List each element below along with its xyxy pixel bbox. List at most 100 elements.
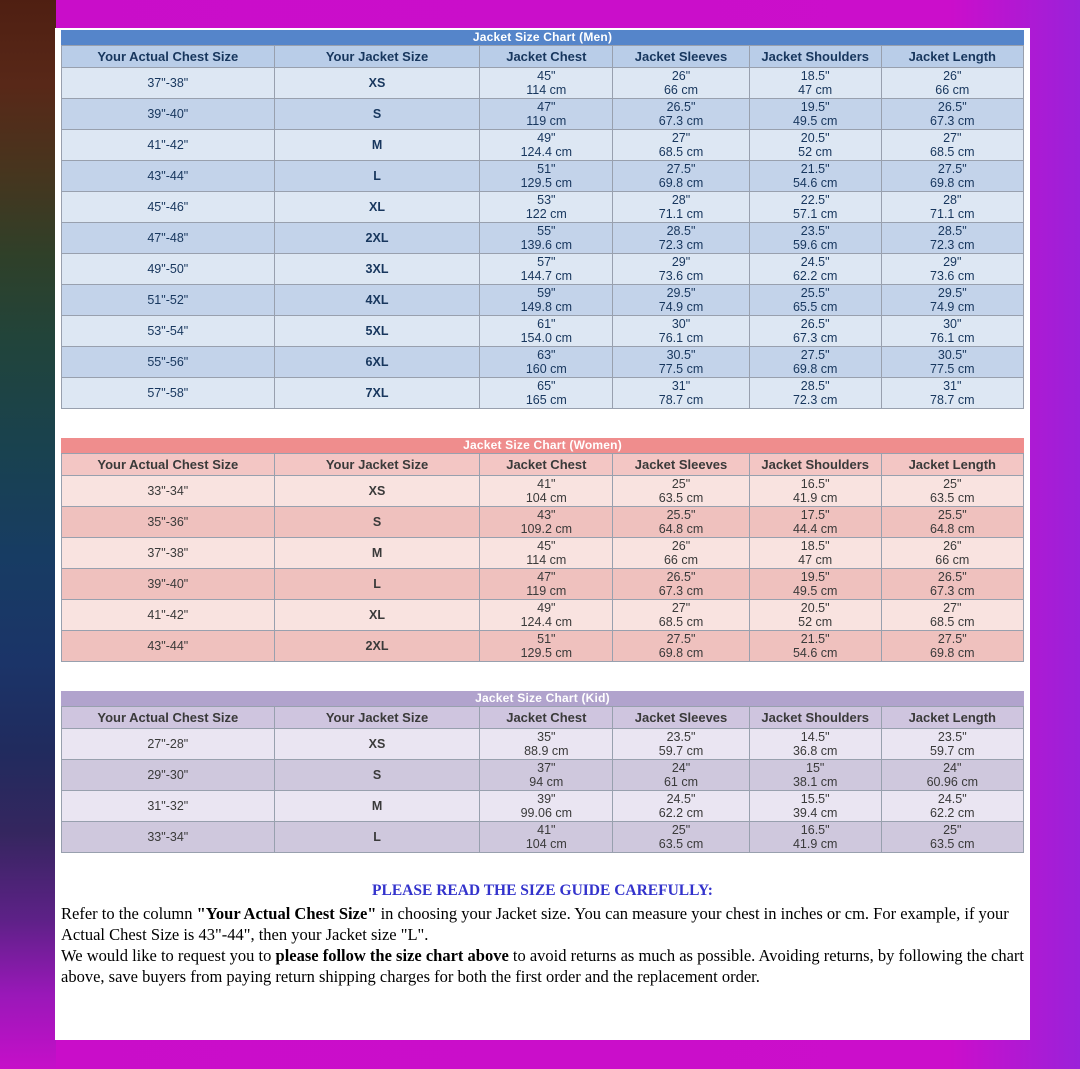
cell-jacket-size: M [273,790,481,822]
cell-jacket-chest: 37" 94 cm [479,759,614,791]
value-cm: 67.3 cm [792,331,838,345]
value-cm: 62.2 cm [658,806,704,820]
cell-jacket-chest: 43" 109.2 cm [479,506,614,538]
value-cm: 78.7 cm [930,393,975,407]
cell-actual-chest-size: 31"-32" [61,790,275,822]
cell-jacket-size: 4XL [273,284,481,316]
value-inches: 23.5" [666,730,696,744]
value-cm: 69.8 cm [658,646,704,660]
value-inches: 49" [537,131,556,145]
value-inches: 65" [537,379,556,393]
table-row: 33"-34" XS 41" 104 cm 25" 63.5 cm 16.5" 41.… [61,475,1025,507]
value-cm: 69.8 cm [658,176,704,190]
size-guide-note: PLEASE READ THE SIZE GUIDE CAREFULLY: Re… [61,882,1024,988]
value-inches: 27" [943,601,962,615]
table-row: 41"-42" XL 49" 124.4 cm 27" 68.5 cm 20.5" 5… [61,599,1025,631]
value-cm: 165 cm [525,393,567,407]
cell-jacket-length: 31" 78.7 cm [880,377,1025,409]
table-row: 39"-40" S 47" 119 cm 26.5" 67.3 cm 19.5" 49… [61,98,1025,130]
cell-jacket-shoulders: 19.5" 49.5 cm [748,98,882,130]
value-inches: 21.5" [800,162,830,176]
value-inches: 20.5" [800,601,830,615]
value-cm: 54.6 cm [792,176,838,190]
cell-actual-chest-size: 27"-28" [61,728,275,760]
value-cm: 77.5 cm [930,362,975,376]
value-cm: 66 cm [935,83,970,97]
cell-jacket-sleeves: 30.5" 77.5 cm [612,346,750,378]
table-row: 37"-38" M 45" 114 cm 26" 66 cm 18.5" 47 cm … [61,537,1025,569]
cell-jacket-chest: 35" 88.9 cm [479,728,614,760]
value-inches: 16.5" [800,823,830,837]
value-cm: 124.4 cm [520,145,573,159]
cell-jacket-chest: 51" 129.5 cm [479,630,614,662]
cell-jacket-shoulders: 18.5" 47 cm [748,537,882,569]
cell-jacket-shoulders: 24.5" 62.2 cm [748,253,882,285]
cell-jacket-chest: 47" 119 cm [479,98,614,130]
table-row: 51"-52" 4XL 59" 149.8 cm 29.5" 74.9 cm 25.… [61,284,1025,316]
cell-jacket-length: 26.5" 67.3 cm [880,98,1025,130]
cell-jacket-shoulders: 15" 38.1 cm [748,759,882,791]
cell-jacket-shoulders: 19.5" 49.5 cm [748,568,882,600]
col-jacket-length: Jacket Length [880,45,1025,68]
col-jacket-chest: Jacket Chest [479,706,614,729]
value-inches: 29.5" [666,286,696,300]
value-inches: 61" [537,317,556,331]
value-inches: 28.5" [666,224,696,238]
cell-actual-chest-size: 43"-44" [61,630,275,662]
cell-jacket-length: 25" 63.5 cm [880,821,1025,853]
value-inches: 28" [943,193,962,207]
value-cm: 64.8 cm [930,522,975,536]
table-row: 57"-58" 7XL 65" 165 cm 31" 78.7 cm 28.5" 72… [61,377,1025,409]
men-size-chart: Jacket Size Chart (Men) Your Actual Ches… [61,30,1025,409]
cell-jacket-size: 5XL [273,315,481,347]
value-inches: 21.5" [800,632,830,646]
value-cm: 44.4 cm [792,522,838,536]
value-cm: 47 cm [798,553,833,567]
table-row: 49"-50" 3XL 57" 144.7 cm 29" 73.6 cm 24.5"… [61,253,1025,285]
value-cm: 73.6 cm [658,269,704,283]
cell-actual-chest-size: 37"-38" [61,67,275,99]
cell-actual-chest-size: 41"-42" [61,599,275,631]
value-cm: 71.1 cm [658,207,704,221]
cell-jacket-size: XS [273,475,481,507]
cell-jacket-sleeves: 30" 76.1 cm [612,315,750,347]
value-inches: 25" [943,477,962,491]
men-header-row: Your Actual Chest Size Your Jacket Size … [61,45,1025,68]
cell-jacket-chest: 45" 114 cm [479,67,614,99]
value-inches: 26" [943,539,962,553]
value-inches: 25" [671,823,691,837]
value-cm: 109.2 cm [520,522,573,536]
value-inches: 55" [537,224,556,238]
cell-jacket-length: 28" 71.1 cm [880,191,1025,223]
value-cm: 104 cm [525,491,567,505]
value-inches: 20.5" [800,131,830,145]
decorative-left-border [0,0,56,1069]
value-inches: 28.5" [800,379,830,393]
value-inches: 26.5" [800,317,830,331]
cell-jacket-length: 28.5" 72.3 cm [880,222,1025,254]
table-row: 41"-42" M 49" 124.4 cm 27" 68.5 cm 20.5" 52… [61,129,1025,161]
value-inches: 14.5" [800,730,830,744]
value-inches: 26.5" [937,570,967,584]
value-cm: 139.6 cm [520,238,573,252]
value-inches: 47" [537,100,556,114]
cell-jacket-chest: 41" 104 cm [479,475,614,507]
value-cm: 71.1 cm [930,207,975,221]
value-inches: 28.5" [937,224,967,238]
value-inches: 18.5" [800,69,830,83]
value-inches: 51" [537,162,556,176]
value-cm: 119 cm [526,114,567,128]
kid-chart-title: Jacket Size Chart (Kid) [61,691,1024,706]
value-cm: 49.5 cm [792,584,838,598]
value-cm: 39.4 cm [792,806,838,820]
value-cm: 119 cm [526,584,567,598]
col-jacket-sleeves: Jacket Sleeves [612,706,750,729]
cell-actual-chest-size: 39"-40" [61,568,275,600]
men-chart-title: Jacket Size Chart (Men) [61,30,1024,45]
value-inches: 22.5" [800,193,830,207]
table-row: 33"-34" L 41" 104 cm 25" 63.5 cm 16.5" 41.9… [61,821,1025,853]
cell-jacket-shoulders: 20.5" 52 cm [748,599,882,631]
value-cm: 57.1 cm [792,207,838,221]
cell-actual-chest-size: 53"-54" [61,315,275,347]
